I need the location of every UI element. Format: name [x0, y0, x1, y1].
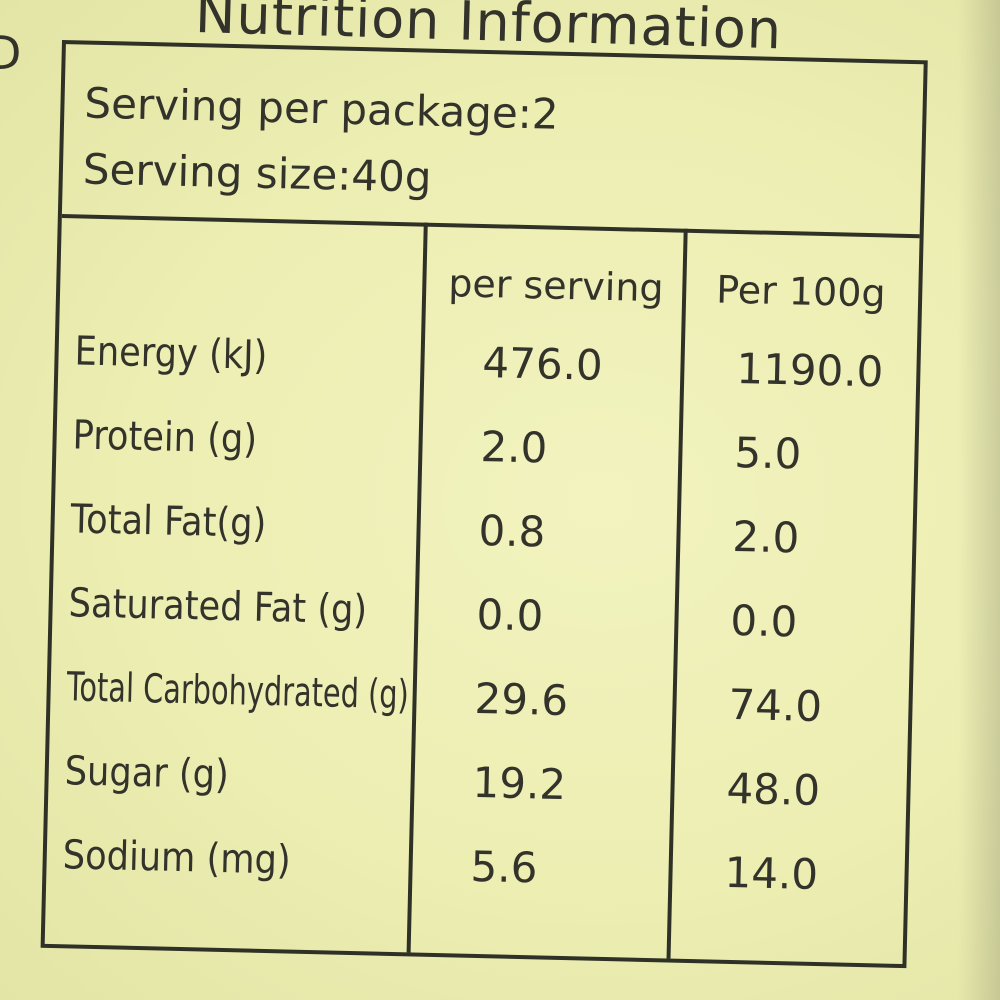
nutrient-name: Protein (g): [72, 412, 258, 463]
nutrient-name: Energy (kJ): [74, 328, 268, 379]
value-per-100g: 5.0: [733, 427, 802, 479]
value-per-100g: 1190.0: [735, 343, 884, 397]
value-per-100g: 14.0: [723, 847, 819, 900]
value-per-serving: 19.2: [472, 757, 567, 810]
column-header-per-serving: per serving: [447, 261, 665, 311]
serving-info-box: Serving per package:2 Serving size:40g: [61, 44, 924, 239]
nutrition-table: Serving per package:2 Serving size:40g p…: [40, 40, 928, 969]
value-per-serving: 476.0: [481, 338, 604, 390]
nutrient-name: Total Carbohydrated (g): [66, 664, 410, 719]
value-per-serving: 0.8: [477, 505, 546, 557]
column-header-per-100g: Per 100g: [715, 267, 887, 316]
value-per-100g: 48.0: [725, 763, 821, 816]
servings-per-package: Serving per package:2: [83, 78, 560, 139]
value-per-100g: 0.0: [729, 595, 798, 647]
nutrient-name: Sugar (g): [64, 748, 230, 799]
value-per-100g: 2.0: [731, 511, 800, 563]
value-per-serving: 0.0: [476, 589, 544, 641]
cut-off-glyph: D: [0, 26, 22, 80]
serving-size: Serving size:40g: [82, 144, 433, 202]
nutrient-name: Saturated Fat (g): [68, 580, 368, 634]
value-per-serving: 5.6: [470, 841, 539, 893]
table-row: Sodium (mg) 5.6 14.0: [61, 832, 883, 933]
value-per-100g: 74.0: [727, 679, 823, 732]
nutrient-name: Sodium (mg): [62, 832, 292, 884]
value-per-serving: 29.6: [474, 673, 569, 726]
nutrient-name: Total Fat(g): [70, 496, 267, 547]
value-per-serving: 2.0: [479, 421, 548, 473]
package-edge-shadow: [958, 0, 1000, 1000]
